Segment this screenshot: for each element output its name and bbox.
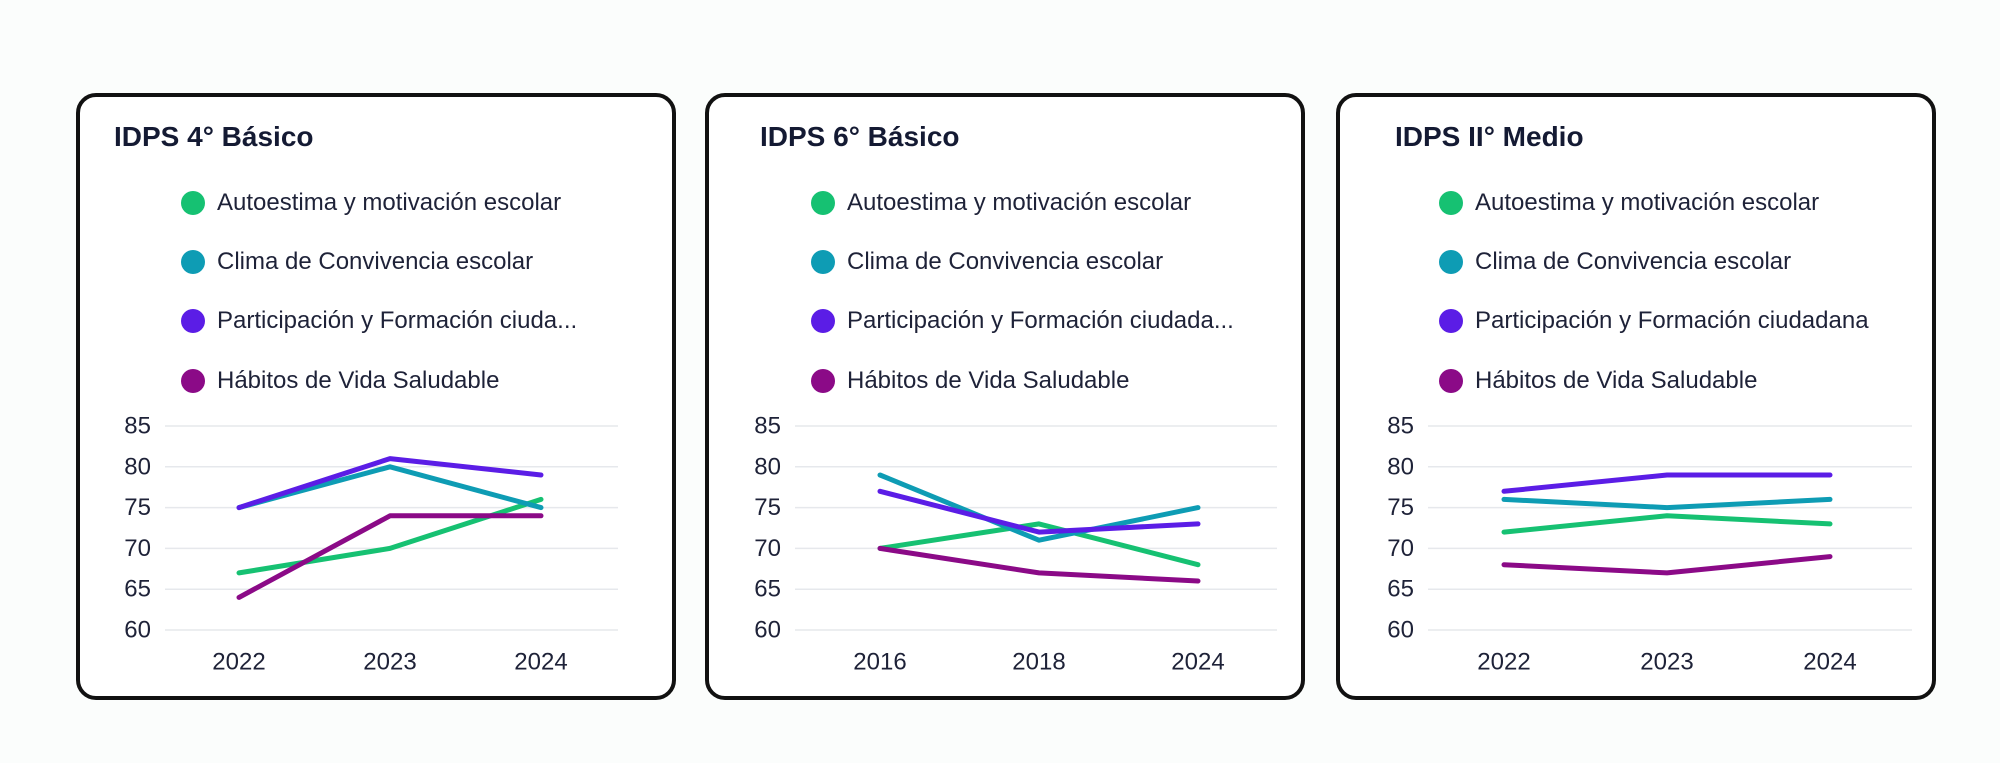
legend-item-autoestima[interactable]: Autoestima y motivación escolar bbox=[1439, 187, 1819, 219]
x-tick-label: 2023 bbox=[363, 649, 416, 676]
series-line-0 bbox=[877, 521, 1201, 568]
series-line-0 bbox=[236, 496, 544, 576]
y-tick-label: 70 bbox=[124, 535, 151, 562]
y-tick-label: 60 bbox=[124, 617, 151, 644]
series-line-1 bbox=[236, 464, 544, 511]
legend-item-autoestima[interactable]: Autoestima y motivación escolar bbox=[181, 187, 561, 219]
y-tick-label: 80 bbox=[754, 453, 781, 480]
chart-title: IDPS II° Medio bbox=[1395, 121, 1584, 152]
chart-card-6-basico: IDPS 6° Básico Autoestima y motivación e… bbox=[705, 93, 1305, 700]
legend-dot-icon bbox=[811, 369, 835, 393]
legend-label: Participación y Formación ciudadana bbox=[1475, 307, 1869, 334]
legend-dot-icon bbox=[181, 250, 205, 274]
x-tick-label: 2023 bbox=[1640, 649, 1693, 676]
series-line-3 bbox=[1501, 554, 1833, 576]
series-line-1 bbox=[1501, 496, 1833, 511]
y-tick-label: 75 bbox=[1387, 494, 1414, 521]
legend-dot-icon bbox=[1439, 191, 1463, 215]
series-line-1 bbox=[877, 472, 1201, 543]
legend-item-clima[interactable]: Clima de Convivencia escolar bbox=[811, 246, 1163, 278]
y-tick-label: 75 bbox=[124, 494, 151, 521]
y-tick-label: 65 bbox=[1387, 576, 1414, 603]
series-line-3 bbox=[877, 545, 1201, 584]
line-plot: 85 80 75 70 65 60 2016 2018 2024 bbox=[754, 413, 1277, 676]
chart-title: IDPS 4° Básico bbox=[114, 121, 314, 152]
series-line-3 bbox=[236, 513, 544, 600]
legend-item-clima[interactable]: Clima de Convivencia escolar bbox=[181, 246, 533, 278]
legend-item-autoestima[interactable]: Autoestima y motivación escolar bbox=[811, 187, 1191, 219]
legend-dot-icon bbox=[181, 369, 205, 393]
legend-item-clima[interactable]: Clima de Convivencia escolar bbox=[1439, 246, 1791, 278]
y-tick-label: 70 bbox=[1387, 535, 1414, 562]
legend-dot-icon bbox=[1439, 369, 1463, 393]
legend-label: Autoestima y motivación escolar bbox=[847, 189, 1192, 216]
x-tick-label: 2024 bbox=[514, 649, 567, 676]
legend-item-participacion[interactable]: Participación y Formación ciudada... bbox=[811, 305, 1234, 337]
x-tick-label: 2022 bbox=[1477, 649, 1530, 676]
legend-dot-icon bbox=[1439, 250, 1463, 274]
x-tick-label: 2024 bbox=[1171, 649, 1224, 676]
chart-title: IDPS 6° Básico bbox=[760, 121, 960, 152]
legend-dot-icon bbox=[181, 191, 205, 215]
x-tick-label: 2024 bbox=[1803, 649, 1856, 676]
line-plot: 85 80 75 70 65 60 2022 2023 2024 bbox=[1387, 413, 1912, 676]
y-tick-label: 65 bbox=[754, 576, 781, 603]
y-tick-label: 85 bbox=[1387, 413, 1414, 440]
legend-item-habitos[interactable]: Hábitos de Vida Saludable bbox=[181, 365, 499, 397]
series-line-2 bbox=[236, 456, 544, 511]
legend-dot-icon bbox=[1439, 309, 1463, 333]
legend-dot-icon bbox=[811, 309, 835, 333]
y-tick-label: 65 bbox=[124, 576, 151, 603]
y-tick-label: 80 bbox=[1387, 453, 1414, 480]
x-tick-label: 2018 bbox=[1012, 649, 1065, 676]
y-tick-label: 85 bbox=[754, 413, 781, 440]
legend-label: Autoestima y motivación escolar bbox=[1475, 189, 1820, 216]
y-tick-label: 85 bbox=[124, 413, 151, 440]
legend-label: Participación y Formación ciuda... bbox=[217, 307, 578, 334]
y-tick-label: 60 bbox=[754, 617, 781, 644]
legend-label: Participación y Formación ciudada... bbox=[847, 307, 1234, 334]
series-line-0 bbox=[1501, 513, 1833, 535]
x-tick-label: 2022 bbox=[212, 649, 265, 676]
legend-dot-icon bbox=[811, 250, 835, 274]
legend-label: Hábitos de Vida Saludable bbox=[217, 367, 500, 394]
legend-item-participacion[interactable]: Participación y Formación ciudadana bbox=[1439, 305, 1869, 337]
legend-label: Clima de Convivencia escolar bbox=[217, 248, 534, 275]
legend-dot-icon bbox=[811, 191, 835, 215]
chart-card-ii-medio: IDPS II° Medio Autoestima y motivación e… bbox=[1336, 93, 1936, 700]
chart-card-4-basico: IDPS 4° Básico Autoestima y motivación e… bbox=[76, 93, 676, 700]
legend-item-participacion[interactable]: Participación y Formación ciuda... bbox=[181, 305, 577, 337]
legend-dot-icon bbox=[181, 309, 205, 333]
legend-label: Hábitos de Vida Saludable bbox=[1475, 367, 1758, 394]
y-tick-label: 80 bbox=[124, 453, 151, 480]
legend-label: Autoestima y motivación escolar bbox=[217, 189, 562, 216]
series-line-2 bbox=[1501, 472, 1833, 494]
x-tick-label: 2016 bbox=[853, 649, 906, 676]
line-plot: 85 80 75 70 65 60 2022 2023 2024 bbox=[124, 413, 618, 676]
y-tick-label: 75 bbox=[754, 494, 781, 521]
legend-label: Clima de Convivencia escolar bbox=[847, 248, 1164, 275]
y-tick-label: 70 bbox=[754, 535, 781, 562]
legend-label: Hábitos de Vida Saludable bbox=[847, 367, 1130, 394]
series-line-2 bbox=[877, 488, 1201, 535]
y-tick-label: 60 bbox=[1387, 617, 1414, 644]
legend-item-habitos[interactable]: Hábitos de Vida Saludable bbox=[811, 365, 1129, 397]
legend-item-habitos[interactable]: Hábitos de Vida Saludable bbox=[1439, 365, 1757, 397]
legend-label: Clima de Convivencia escolar bbox=[1475, 248, 1792, 275]
